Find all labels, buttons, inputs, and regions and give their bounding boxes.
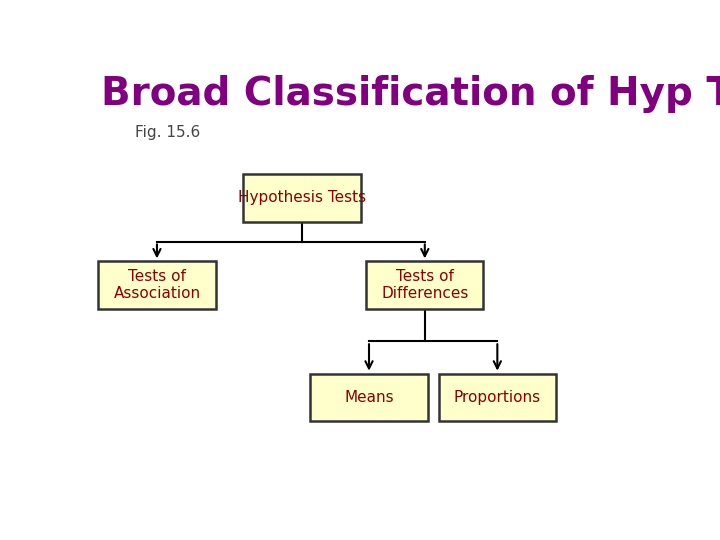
- Text: Broad Classification of Hyp Tests: Broad Classification of Hyp Tests: [101, 75, 720, 113]
- Text: Tests of
Differences: Tests of Differences: [381, 269, 469, 301]
- FancyBboxPatch shape: [366, 261, 483, 309]
- FancyBboxPatch shape: [438, 374, 556, 421]
- Text: Tests of
Association: Tests of Association: [113, 269, 201, 301]
- Text: Hypothesis Tests: Hypothesis Tests: [238, 191, 366, 205]
- Text: Proportions: Proportions: [454, 390, 541, 405]
- FancyBboxPatch shape: [99, 261, 215, 309]
- Text: Means: Means: [344, 390, 394, 405]
- FancyBboxPatch shape: [243, 174, 361, 222]
- FancyBboxPatch shape: [310, 374, 428, 421]
- Text: Fig. 15.6: Fig. 15.6: [135, 125, 200, 140]
